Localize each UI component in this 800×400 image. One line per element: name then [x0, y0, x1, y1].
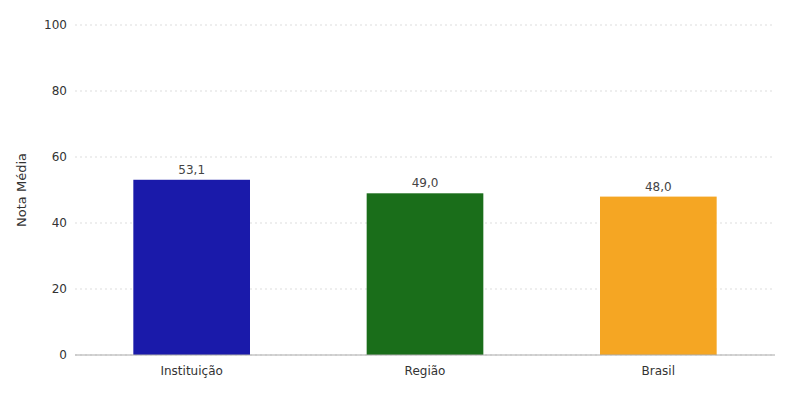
grid-line: [75, 91, 775, 92]
page: {"chart_data": {"type": "bar", "categori…: [0, 0, 800, 400]
y-axis: 0 20 40 60 80 100: [44, 18, 775, 362]
data-label: 49,0: [412, 176, 439, 190]
data-labels: 53,1 49,0 48,0: [178, 163, 671, 194]
grid-line: [75, 355, 775, 356]
y-tick-label: 0: [59, 348, 67, 362]
chart-svg: 0 20 40 60 80 100 Nota Média 53,1 49,0 48,0 Instit…: [0, 0, 800, 400]
y-tick-label: 100: [44, 18, 67, 32]
bar: [367, 193, 484, 355]
y-tick-label: 20: [52, 282, 67, 296]
grid-line: [75, 25, 775, 26]
x-tick-label: Instituição: [160, 364, 222, 378]
bar: [133, 180, 250, 355]
y-tick-label: 80: [52, 84, 67, 98]
grid-line: [75, 157, 775, 158]
data-label: 48,0: [645, 180, 672, 194]
bar: [600, 197, 717, 355]
y-axis-label: Nota Média: [14, 153, 29, 227]
y-tick-label: 60: [52, 150, 67, 164]
y-tick-label: 40: [52, 216, 67, 230]
x-axis: Instituição Região Brasil: [75, 355, 775, 378]
bars: [133, 180, 716, 355]
chart-container: 0 20 40 60 80 100 Nota Média 53,1 49,0 48,0 Instit…: [0, 0, 800, 400]
data-label: 53,1: [178, 163, 205, 177]
x-axis-line: [75, 355, 775, 356]
x-tick-label: Região: [405, 364, 446, 378]
x-tick-label: Brasil: [642, 364, 675, 378]
